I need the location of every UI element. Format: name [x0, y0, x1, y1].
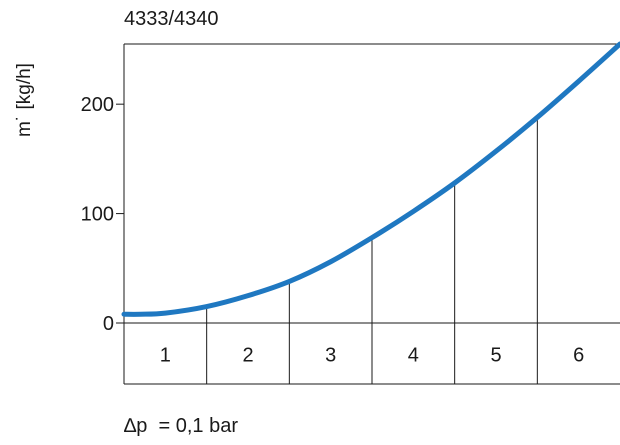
y-axis: 0 100 200 [81, 94, 124, 335]
series-curve [121, 41, 620, 317]
x-category-label: 4 [408, 345, 419, 367]
footnote: ∆p = 0,1 bar [124, 415, 238, 437]
x-category-label: 2 [242, 345, 253, 367]
y-tick-label: 100 [81, 204, 114, 226]
x-category-label: 5 [490, 345, 501, 367]
x-category-label: 1 [160, 345, 171, 367]
x-axis-categories: 1 2 3 4 5 6 [160, 345, 584, 367]
x-category-label: 3 [325, 345, 336, 367]
y-tick-label: 0 [103, 313, 114, 335]
x-category-label: 6 [573, 345, 584, 367]
chart-title: 4333/4340 [124, 8, 219, 30]
series-line [121, 41, 620, 317]
y-tick-label: 200 [81, 94, 114, 116]
drop-lines [206, 117, 538, 384]
y-axis-label: m˙ [kg/h] [14, 63, 35, 137]
